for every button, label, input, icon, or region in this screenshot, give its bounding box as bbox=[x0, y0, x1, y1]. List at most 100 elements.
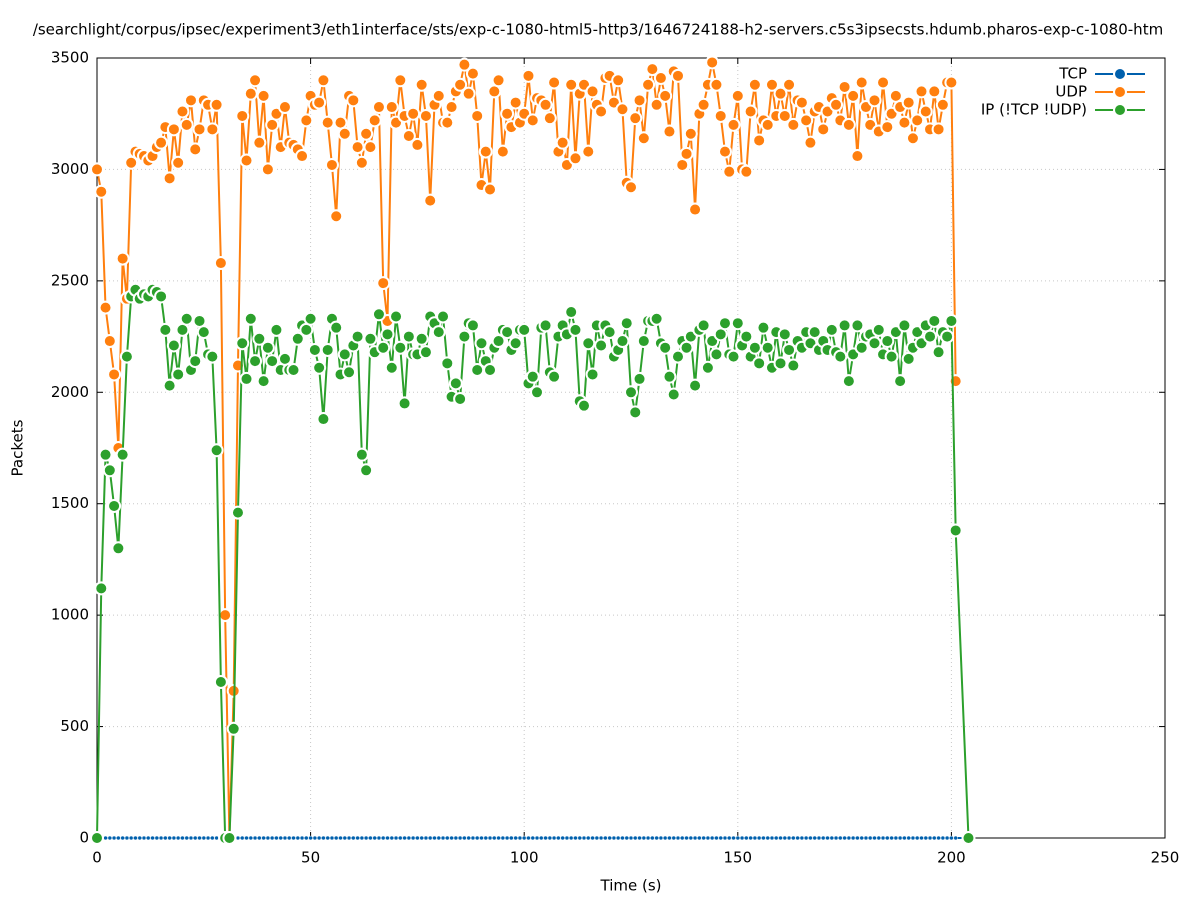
data-point bbox=[124, 835, 130, 841]
data-point bbox=[542, 111, 557, 126]
data-point bbox=[530, 835, 535, 841]
data-point bbox=[163, 835, 168, 841]
data-point bbox=[120, 835, 125, 841]
data-point bbox=[555, 135, 570, 150]
data-point bbox=[585, 367, 600, 382]
data-point bbox=[440, 835, 446, 841]
data-point bbox=[714, 835, 719, 841]
data-point bbox=[841, 117, 856, 132]
data-point bbox=[291, 835, 296, 841]
data-point bbox=[658, 835, 664, 841]
data-point bbox=[175, 104, 190, 119]
data-point bbox=[179, 117, 194, 132]
data-point bbox=[384, 360, 399, 375]
y-tick-label: 1500 bbox=[51, 494, 89, 512]
data-point bbox=[620, 835, 625, 841]
data-point bbox=[355, 835, 360, 841]
data-point bbox=[393, 340, 408, 355]
data-point bbox=[705, 835, 711, 841]
data-point bbox=[197, 835, 202, 841]
x-tick-label: 200 bbox=[937, 849, 966, 867]
data-point bbox=[692, 835, 698, 841]
data-point bbox=[312, 360, 327, 375]
data-point bbox=[782, 77, 797, 92]
data-point bbox=[876, 75, 891, 90]
data-point bbox=[803, 135, 818, 150]
data-point bbox=[513, 835, 518, 841]
data-point bbox=[786, 835, 792, 841]
data-point bbox=[419, 835, 424, 841]
data-point bbox=[590, 835, 595, 841]
data-point bbox=[611, 73, 626, 88]
data-point bbox=[564, 835, 570, 841]
data-point bbox=[850, 835, 856, 841]
data-point bbox=[824, 322, 839, 337]
data-point bbox=[666, 387, 681, 402]
legend-marker bbox=[1113, 85, 1127, 99]
data-point bbox=[709, 835, 715, 841]
data-point bbox=[103, 835, 108, 841]
data-point bbox=[414, 331, 429, 346]
data-point bbox=[923, 835, 929, 841]
data-point bbox=[697, 835, 702, 841]
data-point bbox=[495, 144, 510, 159]
data-point bbox=[248, 73, 263, 88]
data-point bbox=[171, 367, 186, 382]
data-point bbox=[701, 835, 706, 841]
data-point bbox=[773, 86, 788, 101]
data-point bbox=[756, 320, 771, 335]
data-point bbox=[457, 835, 463, 841]
data-point bbox=[265, 835, 271, 841]
data-point bbox=[376, 276, 391, 291]
y-tick-label: 2500 bbox=[51, 271, 89, 289]
data-point bbox=[867, 835, 873, 841]
data-point bbox=[739, 835, 745, 841]
data-point bbox=[368, 835, 373, 841]
data-point bbox=[521, 835, 527, 841]
data-point bbox=[602, 325, 617, 340]
data-point bbox=[402, 835, 407, 841]
data-point bbox=[180, 835, 185, 841]
series-line bbox=[96, 62, 957, 839]
data-point bbox=[167, 835, 172, 841]
data-point bbox=[282, 835, 288, 841]
data-point bbox=[838, 835, 843, 841]
data-point bbox=[436, 309, 451, 324]
data-point bbox=[509, 835, 514, 841]
data-point bbox=[949, 835, 954, 841]
data-point bbox=[359, 463, 374, 478]
data-point bbox=[756, 835, 762, 841]
data-point bbox=[624, 385, 638, 400]
data-point bbox=[568, 322, 583, 337]
data-point bbox=[615, 102, 630, 117]
data-point bbox=[739, 164, 754, 179]
data-point bbox=[235, 835, 241, 841]
data-point bbox=[688, 202, 703, 217]
data-point bbox=[859, 835, 864, 841]
data-point bbox=[547, 75, 562, 90]
data-point bbox=[662, 124, 677, 139]
data-point bbox=[927, 84, 942, 99]
data-point bbox=[325, 835, 330, 841]
data-point bbox=[384, 100, 399, 115]
data-point bbox=[171, 155, 186, 170]
data-point bbox=[632, 371, 647, 386]
data-point bbox=[825, 835, 830, 841]
data-point bbox=[371, 100, 386, 115]
data-point bbox=[184, 835, 189, 841]
data-point bbox=[653, 71, 668, 86]
data-point bbox=[286, 835, 292, 841]
data-point bbox=[722, 164, 737, 179]
data-point bbox=[829, 97, 844, 112]
data-point bbox=[461, 86, 476, 101]
data-point bbox=[670, 349, 685, 364]
data-point bbox=[363, 140, 378, 155]
data-point bbox=[717, 316, 732, 331]
data-point bbox=[418, 345, 433, 360]
data-point bbox=[410, 835, 416, 841]
legend-marker bbox=[1113, 67, 1127, 81]
data-point bbox=[807, 325, 822, 340]
data-point bbox=[577, 398, 592, 413]
data-point bbox=[213, 256, 228, 271]
data-point bbox=[453, 391, 468, 406]
